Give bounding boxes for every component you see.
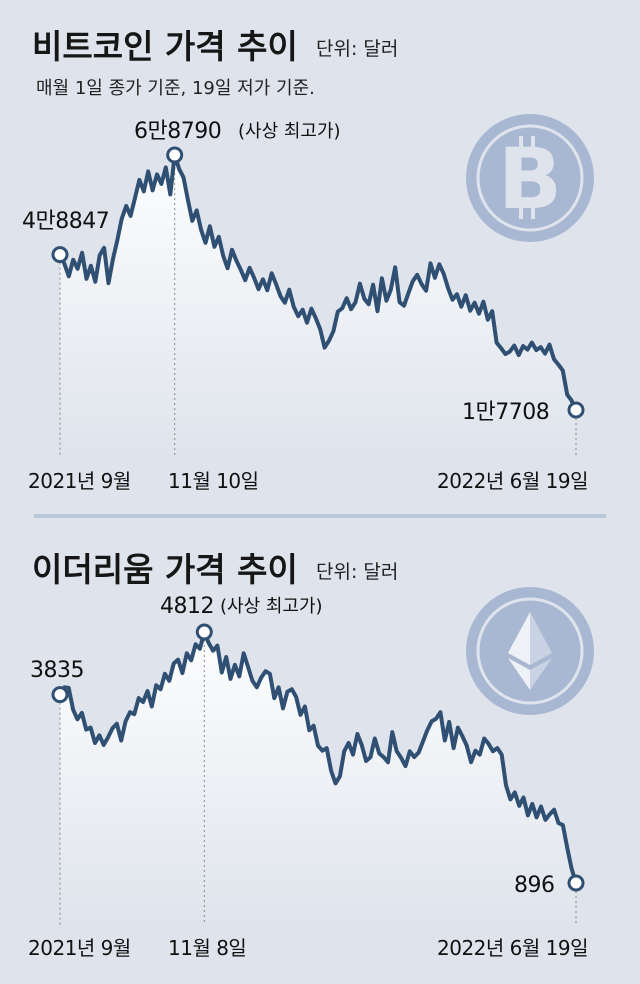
price-area xyxy=(60,632,576,925)
bitcoin-icon: B xyxy=(466,114,594,242)
x-tick-label: 2021년 9월 xyxy=(28,936,131,960)
price-line xyxy=(58,630,578,885)
x-tick-label: 2021년 9월 xyxy=(28,469,131,493)
chart-title: 이더리움 가격 추이 xyxy=(32,550,298,589)
x-tick-label: 2022년 6월 19일 xyxy=(437,469,588,493)
ethereum-icon xyxy=(466,587,594,715)
chart-note: 매월 1일 종가 기준, 19일 저가 기준. xyxy=(36,78,315,99)
peak-note-label: (사상 최고가) xyxy=(238,121,341,142)
end-value-label: 1만7708 xyxy=(462,400,549,425)
x-tick-label: 2022년 6월 19일 xyxy=(437,936,588,960)
peak-value-label: 4812 xyxy=(160,594,214,619)
peak-point-marker xyxy=(166,146,184,164)
x-tick-label: 11월 8일 xyxy=(168,936,246,960)
chart-title: 비트코인 가격 추이 xyxy=(32,27,298,66)
unit-label: 단위: 달러 xyxy=(316,561,398,583)
x-tick-label: 11월 10일 xyxy=(168,469,259,493)
bitcoin-chart: 비트코인 가격 추이 단위: 달러 매월 1일 종가 기준, 19일 저가 기준… xyxy=(22,27,594,493)
ethereum-chart: 이더리움 가격 추이 단위: 달러 3835 4812 (사상 최고가) 896… xyxy=(28,550,594,960)
unit-label: 단위: 달러 xyxy=(316,38,398,60)
peak-note-label: (사상 최고가) xyxy=(220,596,323,617)
start-value-label: 3835 xyxy=(30,658,84,683)
peak-value-label: 6만8790 xyxy=(134,119,221,144)
start-point-marker xyxy=(51,686,69,704)
section-divider xyxy=(34,514,606,518)
end-value-label: 896 xyxy=(514,873,555,898)
price-line xyxy=(58,153,578,412)
start-point-marker xyxy=(51,246,69,264)
svg-text:B: B xyxy=(498,130,562,228)
end-point-marker xyxy=(567,401,585,419)
peak-point-marker xyxy=(195,623,213,641)
start-value-label: 4만8847 xyxy=(22,209,109,234)
end-point-marker xyxy=(567,874,585,892)
price-area xyxy=(60,155,576,455)
